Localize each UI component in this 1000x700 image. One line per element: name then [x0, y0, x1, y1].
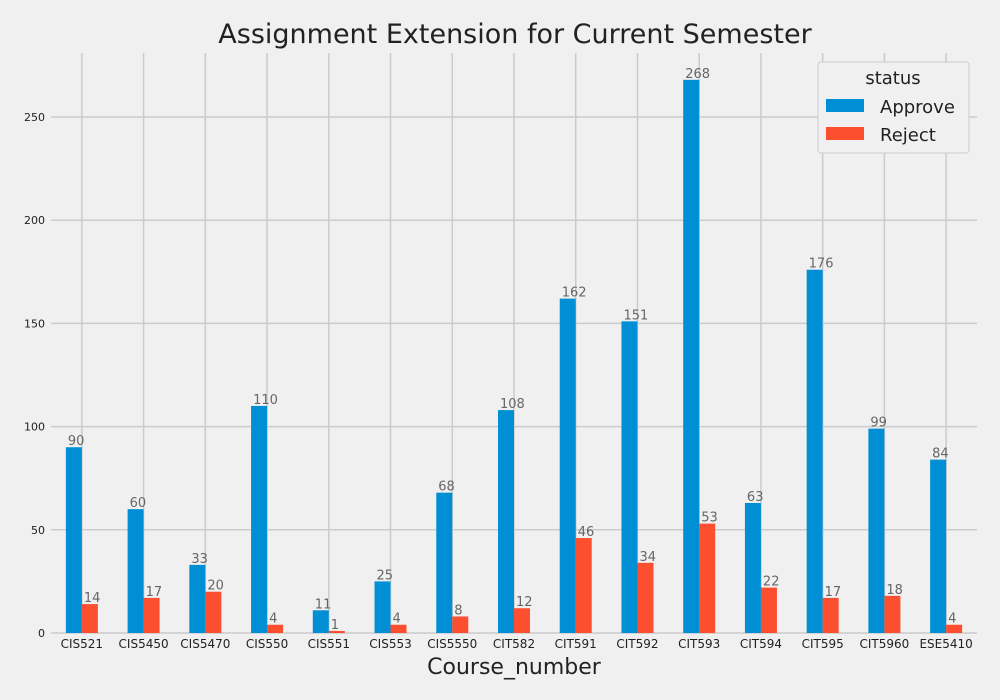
bar-approve — [127, 509, 144, 633]
bar-reject — [452, 616, 469, 633]
x-tick-label: CIT593 — [678, 637, 720, 651]
x-tick-label: CIS550 — [246, 637, 288, 651]
data-label-approve: 162 — [562, 286, 587, 301]
data-label-reject: 20 — [207, 579, 224, 594]
data-label-approve: 11 — [315, 597, 332, 612]
bar-approve — [930, 459, 947, 633]
y-tick-label: 100 — [24, 421, 45, 434]
y-tick-label: 0 — [38, 627, 45, 640]
bar-approve — [868, 428, 885, 633]
data-label-reject: 17 — [825, 585, 842, 600]
bar-approve — [312, 610, 329, 633]
data-label-reject: 17 — [146, 585, 163, 600]
bar-approve — [436, 492, 453, 633]
bar-approve — [251, 405, 268, 633]
x-tick-label: CIS5470 — [180, 637, 230, 651]
y-tick-label: 200 — [24, 214, 45, 227]
bar-reject — [267, 624, 284, 633]
y-tick-label: 150 — [24, 317, 45, 330]
data-label-approve: 33 — [191, 552, 208, 567]
data-label-approve: 110 — [253, 393, 278, 408]
data-label-approve: 63 — [747, 490, 764, 505]
bar-reject — [822, 597, 839, 633]
legend-swatch-approve — [826, 99, 864, 112]
bar-reject — [946, 624, 963, 633]
data-label-approve: 84 — [932, 447, 949, 462]
x-tick-label: CIS553 — [369, 637, 411, 651]
data-label-approve: 268 — [685, 67, 710, 82]
data-label-reject: 1 — [331, 618, 339, 633]
legend-label-approve: Approve — [880, 97, 955, 118]
data-label-reject: 53 — [701, 511, 718, 526]
legend-label-reject: Reject — [880, 125, 936, 146]
bar-approve — [559, 298, 576, 633]
bar-reject — [760, 587, 777, 633]
data-label-reject: 18 — [886, 583, 903, 598]
bar-approve — [65, 447, 82, 633]
y-tick-labels: 0 50 100 150 200 250 — [24, 111, 45, 640]
data-label-approve: 90 — [68, 434, 85, 449]
x-tick-label: CIT595 — [802, 637, 844, 651]
data-label-reject: 14 — [84, 591, 101, 606]
data-label-approve: 108 — [500, 397, 525, 412]
bar-approve — [806, 269, 823, 633]
x-tick-label: CIT582 — [493, 637, 535, 651]
bar-reject — [205, 591, 222, 633]
bar-approve — [621, 321, 638, 633]
x-tick-label: CIT594 — [740, 637, 782, 651]
y-tick-label: 50 — [31, 524, 45, 537]
x-tick-labels: CIS521 CIS5450 CIS5470 CIS550 CIS551 CIS553 CI… — [61, 637, 973, 651]
data-label-reject: 46 — [578, 525, 595, 540]
bar-reject — [81, 604, 98, 633]
data-label-approve: 25 — [377, 568, 394, 583]
data-label-approve: 60 — [130, 496, 147, 511]
bar-reject — [699, 523, 716, 633]
x-tick-label: CIS5450 — [119, 637, 169, 651]
data-label-reject: 22 — [763, 575, 780, 590]
bar-reject — [328, 630, 345, 633]
bar-approve — [683, 79, 700, 633]
data-label-reject: 8 — [454, 603, 462, 618]
legend-swatch-reject — [826, 127, 864, 140]
legend-title: status — [865, 68, 920, 89]
x-axis-label: Course_number — [427, 655, 602, 680]
bar-reject — [143, 597, 160, 633]
x-tick-label: CIS5550 — [427, 637, 477, 651]
data-label-reject: 12 — [516, 595, 533, 610]
bar-reject — [637, 562, 654, 633]
bars — [65, 79, 963, 633]
x-tick-label: CIS551 — [308, 637, 350, 651]
data-label-reject: 4 — [393, 612, 401, 627]
bar-reject — [884, 595, 901, 633]
data-label-approve: 151 — [623, 308, 648, 323]
legend: status Approve Reject — [817, 61, 970, 154]
x-tick-label: CIT592 — [616, 637, 658, 651]
data-label-reject: 34 — [639, 550, 656, 565]
x-tick-label: CIS521 — [61, 637, 103, 651]
y-tick-label: 250 — [24, 111, 45, 124]
data-label-approve: 68 — [438, 480, 455, 495]
data-label-approve: 176 — [809, 257, 834, 272]
bar-approve — [189, 564, 206, 633]
x-tick-label: CIT591 — [555, 637, 597, 651]
data-label-reject: 4 — [948, 612, 956, 627]
data-label-approve: 99 — [870, 416, 887, 431]
bar-reject — [514, 608, 530, 633]
bar-approve — [498, 410, 514, 633]
data-label-reject: 4 — [269, 612, 277, 627]
bar-approve — [374, 581, 391, 633]
x-tick-label: ESE5410 — [919, 637, 972, 651]
x-tick-label: CIT5960 — [860, 637, 910, 651]
bar-approve — [744, 502, 761, 633]
chart-title: Assignment Extension for Current Semeste… — [218, 19, 812, 50]
bar-reject — [390, 624, 407, 633]
bar-reject — [575, 538, 592, 633]
